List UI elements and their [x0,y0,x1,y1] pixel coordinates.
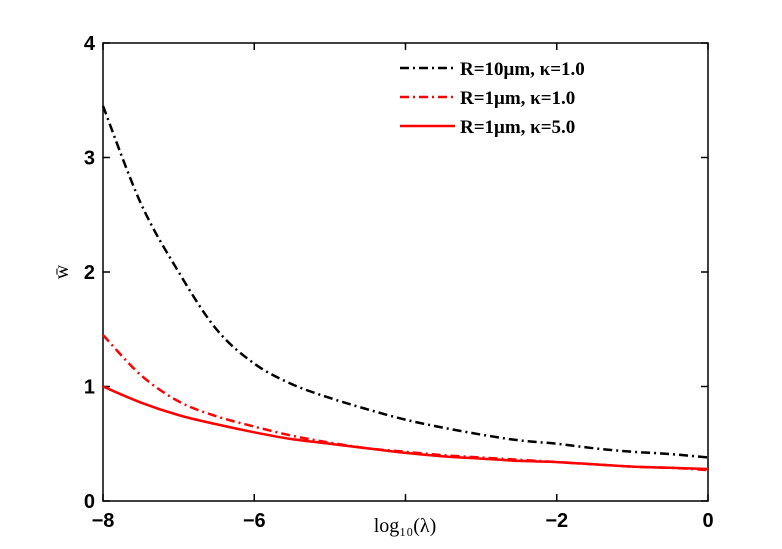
y-tick-label: 3 [84,148,95,170]
x-tick-label: −8 [92,510,115,532]
x-tick-label: 0 [702,510,713,532]
legend-entry-2: R=1μm, κ=1.0 [460,88,575,109]
series-line-1 [101,105,709,459]
legend-entry-3: R=1μm, κ=5.0 [460,117,575,138]
x-tick-label: −2 [545,510,568,532]
axis-ticks [102,42,709,502]
y-tick-label: 2 [84,262,95,284]
plot-area [102,42,709,502]
y-tick-label: 1 [84,377,95,399]
y-axis-label: w̄ [51,264,73,279]
x-axis-label: log₁₀(λ) [374,515,437,537]
series-line-3 [102,385,709,471]
legend: R=10μm, κ=1.0 R=1μm, κ=1.0 R=1μm, κ=5.0 [400,59,585,138]
legend-entry-1: R=10μm, κ=1.0 [460,59,585,80]
y-tick-label: 0 [84,491,95,513]
series-layer [101,105,709,472]
y-tick-label: 4 [84,33,96,55]
x-tick-label: −6 [243,510,266,532]
